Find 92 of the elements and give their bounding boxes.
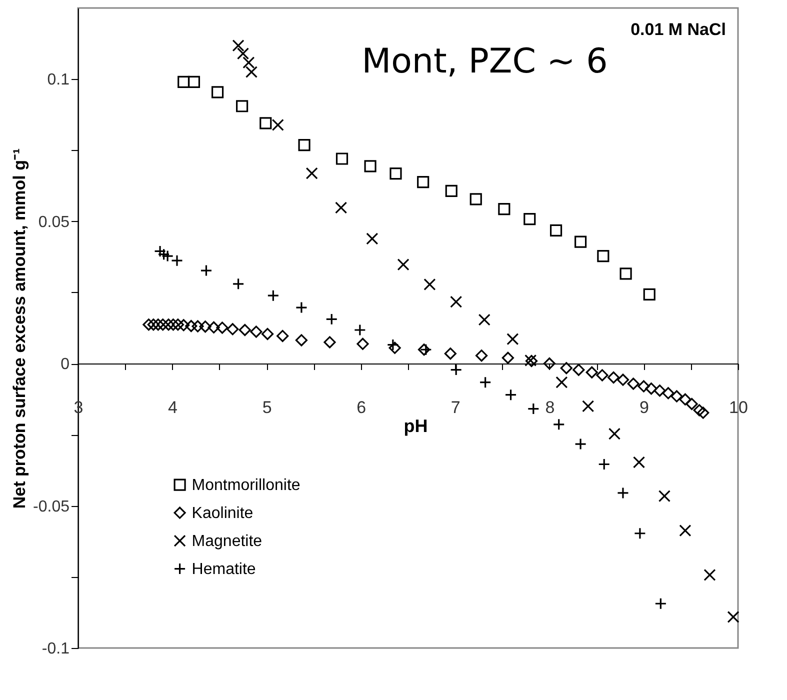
point xyxy=(502,352,514,364)
point xyxy=(142,318,155,331)
legend-label: Montmorillonite xyxy=(192,476,300,494)
point xyxy=(216,322,228,334)
y-tick-label: 0 xyxy=(60,356,70,374)
point xyxy=(697,406,710,419)
point xyxy=(627,378,640,390)
point xyxy=(335,202,348,214)
point xyxy=(679,393,692,406)
point xyxy=(608,371,620,384)
point xyxy=(704,568,716,581)
x-axis-title: pH xyxy=(404,416,428,436)
point xyxy=(498,203,510,216)
y-tick-label: -0.05 xyxy=(33,498,70,516)
point xyxy=(417,176,430,188)
point xyxy=(364,160,376,172)
point xyxy=(693,404,706,416)
point xyxy=(272,118,284,131)
point xyxy=(336,152,348,165)
point xyxy=(478,314,490,326)
point xyxy=(185,320,198,332)
point xyxy=(276,330,289,342)
point xyxy=(643,288,656,300)
annotation: 0.01 M NaCl xyxy=(630,20,726,39)
y-tick-label: 0.1 xyxy=(47,72,70,89)
legend-label: Kaolinite xyxy=(192,504,254,522)
point xyxy=(324,336,336,348)
point xyxy=(232,40,244,52)
point xyxy=(250,326,262,338)
point xyxy=(560,362,572,374)
y-tick-label: -0.1 xyxy=(42,640,70,658)
point xyxy=(586,366,598,378)
point xyxy=(260,117,272,130)
point xyxy=(356,338,369,350)
x-tick-label: 4 xyxy=(168,398,178,418)
point xyxy=(261,328,274,340)
point xyxy=(597,250,610,262)
point xyxy=(524,213,536,226)
point xyxy=(245,66,258,78)
point xyxy=(445,184,458,197)
point xyxy=(178,76,190,88)
point xyxy=(632,456,646,468)
point xyxy=(582,400,594,412)
point xyxy=(476,350,488,362)
x-tick-label: 7 xyxy=(450,398,460,418)
point xyxy=(470,193,482,206)
point xyxy=(397,258,410,271)
point xyxy=(236,100,248,112)
point xyxy=(242,56,255,69)
point xyxy=(236,47,250,60)
point xyxy=(670,390,683,402)
point xyxy=(188,76,200,88)
point xyxy=(574,236,587,248)
point xyxy=(679,524,692,537)
y-tick-label: 0.05 xyxy=(38,214,70,231)
legend-label: Magnetite xyxy=(192,532,262,550)
point xyxy=(550,224,562,236)
point xyxy=(450,296,462,308)
annotation: Mont, PZC ~ 6 xyxy=(362,41,608,82)
point xyxy=(686,398,698,410)
x-tick-label: 6 xyxy=(356,398,366,418)
point xyxy=(556,376,568,388)
point xyxy=(295,334,308,346)
point xyxy=(444,348,456,360)
point xyxy=(596,369,608,382)
point xyxy=(638,380,650,392)
point xyxy=(543,358,556,370)
point xyxy=(658,490,670,502)
point xyxy=(608,428,621,440)
point xyxy=(192,320,204,332)
point xyxy=(199,320,212,333)
x-tick-label: 9 xyxy=(639,398,649,418)
point xyxy=(298,139,310,152)
point xyxy=(572,364,585,376)
point xyxy=(390,168,402,180)
point xyxy=(208,321,220,334)
point xyxy=(226,323,239,336)
point xyxy=(424,278,436,291)
point xyxy=(662,387,674,400)
point xyxy=(616,374,630,386)
point xyxy=(727,610,740,624)
x-tick-label: 8 xyxy=(545,398,555,418)
legend-label: Hematite xyxy=(192,560,256,578)
point xyxy=(620,268,632,280)
point xyxy=(238,324,251,336)
x-tick-label: 5 xyxy=(262,398,272,418)
point xyxy=(366,232,378,245)
y-axis-title: Net proton surface excess amount, mmol g⁻¹ xyxy=(10,148,30,509)
point xyxy=(212,86,224,98)
point xyxy=(506,333,519,346)
point xyxy=(388,342,401,354)
point xyxy=(306,167,318,180)
